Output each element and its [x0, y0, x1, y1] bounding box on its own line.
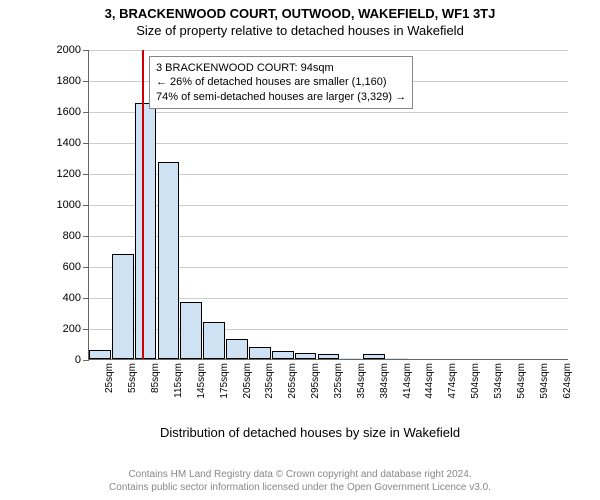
annotation-line: 74% of semi-detached houses are larger (…: [156, 90, 406, 104]
x-tick-label: 55sqm: [127, 363, 138, 393]
y-tick: [83, 81, 89, 82]
footer-attribution: Contains HM Land Registry data © Crown c…: [0, 468, 600, 494]
y-tick: [83, 329, 89, 330]
y-tick-label: 800: [63, 230, 81, 242]
histogram-bar: [158, 162, 180, 359]
histogram-bar: [386, 358, 408, 359]
y-tick-label: 1800: [57, 75, 81, 87]
page-title: 3, BRACKENWOOD COURT, OUTWOOD, WAKEFIELD…: [0, 6, 600, 21]
y-tick: [83, 360, 89, 361]
footer-line: Contains public sector information licen…: [0, 481, 600, 494]
histogram-chart: Number of detached properties 0200400600…: [40, 50, 580, 430]
histogram-bar: [226, 339, 248, 359]
histogram-bar: [180, 302, 202, 359]
x-tick-label: 115sqm: [173, 363, 184, 398]
x-tick-label: 444sqm: [424, 363, 435, 399]
histogram-bar: [272, 351, 294, 359]
x-tick-label: 145sqm: [196, 363, 207, 399]
footer-line: Contains HM Land Registry data © Crown c…: [0, 468, 600, 481]
annotation-line: ← 26% of detached houses are smaller (1,…: [156, 75, 406, 89]
x-tick-label: 564sqm: [516, 363, 527, 399]
x-axis-label: Distribution of detached houses by size …: [40, 425, 580, 440]
y-tick: [83, 236, 89, 237]
x-tick-label: 414sqm: [402, 363, 413, 399]
y-tick-label: 200: [63, 323, 81, 335]
y-tick-label: 1400: [57, 137, 81, 149]
y-tick-label: 0: [75, 354, 81, 366]
x-tick-label: 85sqm: [150, 363, 161, 393]
annotation-box: 3 BRACKENWOOD COURT: 94sqm ← 26% of deta…: [149, 56, 413, 109]
x-tick-label: 624sqm: [562, 363, 573, 399]
histogram-bar: [203, 322, 225, 359]
x-tick-label: 265sqm: [287, 363, 298, 399]
y-tick-label: 2000: [57, 44, 81, 56]
histogram-bar: [135, 103, 157, 359]
histogram-bar: [340, 358, 362, 359]
y-tick-label: 400: [63, 292, 81, 304]
x-tick-label: 235sqm: [264, 363, 275, 399]
gridline: [89, 143, 568, 144]
page-subtitle: Size of property relative to detached ho…: [0, 23, 600, 38]
y-tick: [83, 174, 89, 175]
y-tick: [83, 267, 89, 268]
gridline: [89, 112, 568, 113]
reference-line: [142, 50, 144, 359]
x-tick-label: 25sqm: [104, 363, 115, 393]
x-tick-label: 354sqm: [356, 363, 367, 399]
plot-area: 020040060080010001200140016001800200025s…: [88, 50, 568, 360]
x-tick-label: 534sqm: [493, 363, 504, 399]
x-tick-label: 175sqm: [219, 363, 230, 399]
x-tick-label: 594sqm: [539, 363, 550, 399]
y-tick-label: 600: [63, 261, 81, 273]
annotation-line: 3 BRACKENWOOD COURT: 94sqm: [156, 61, 406, 75]
histogram-bar: [112, 254, 134, 359]
y-tick-label: 1200: [57, 168, 81, 180]
y-tick-label: 1000: [57, 199, 81, 211]
histogram-bar: [89, 350, 111, 359]
x-tick-label: 295sqm: [310, 363, 321, 399]
y-tick: [83, 50, 89, 51]
x-tick-label: 325sqm: [333, 363, 344, 399]
histogram-bar: [249, 347, 271, 359]
y-tick: [83, 298, 89, 299]
x-tick-label: 504sqm: [470, 363, 481, 399]
y-tick: [83, 112, 89, 113]
y-tick: [83, 205, 89, 206]
histogram-bar: [318, 354, 340, 359]
y-tick-label: 1600: [57, 106, 81, 118]
x-tick-label: 205sqm: [242, 363, 253, 399]
y-tick: [83, 143, 89, 144]
histogram-bar: [363, 354, 385, 359]
histogram-bar: [295, 353, 317, 359]
gridline: [89, 50, 568, 51]
x-tick-label: 474sqm: [447, 363, 458, 399]
x-tick-label: 384sqm: [379, 363, 390, 399]
